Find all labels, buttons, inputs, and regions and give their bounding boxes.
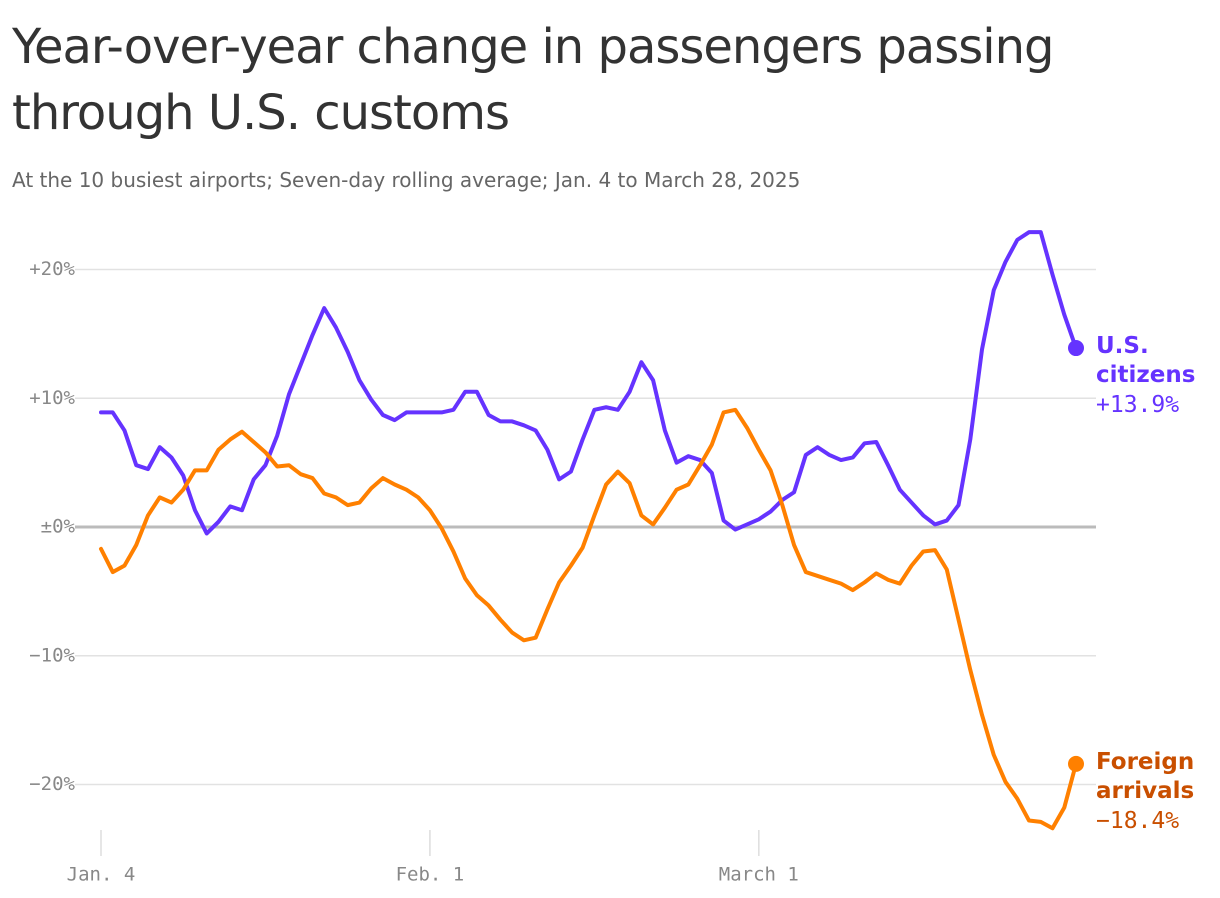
x-tick-label: March 1	[719, 864, 799, 886]
chart-title: Year-over-year change in passengers pass…	[12, 19, 1054, 141]
series-line	[99, 407, 1078, 831]
x-tick-label: Jan. 4	[67, 864, 136, 886]
x-tick-label: Feb. 1	[396, 864, 465, 886]
series-line	[99, 230, 1078, 536]
y-tick-label: +10%	[29, 387, 75, 409]
y-tick-label: −10%	[29, 644, 75, 666]
value-label: +13.9%	[1096, 392, 1180, 419]
value-label: −18.4%	[1096, 807, 1180, 834]
chart-subtitle: At the 10 busiest airports; Seven-day ro…	[12, 168, 801, 192]
series-label: U.S. citizens	[1096, 333, 1196, 389]
end-point	[1068, 340, 1084, 357]
y-tick-label: +20%	[29, 258, 75, 280]
series-label: Foreign arrivals	[1096, 748, 1195, 804]
y-tick-label: ±0%	[41, 516, 76, 538]
end-point	[1068, 755, 1084, 772]
y-tick-label: −20%	[29, 773, 75, 795]
